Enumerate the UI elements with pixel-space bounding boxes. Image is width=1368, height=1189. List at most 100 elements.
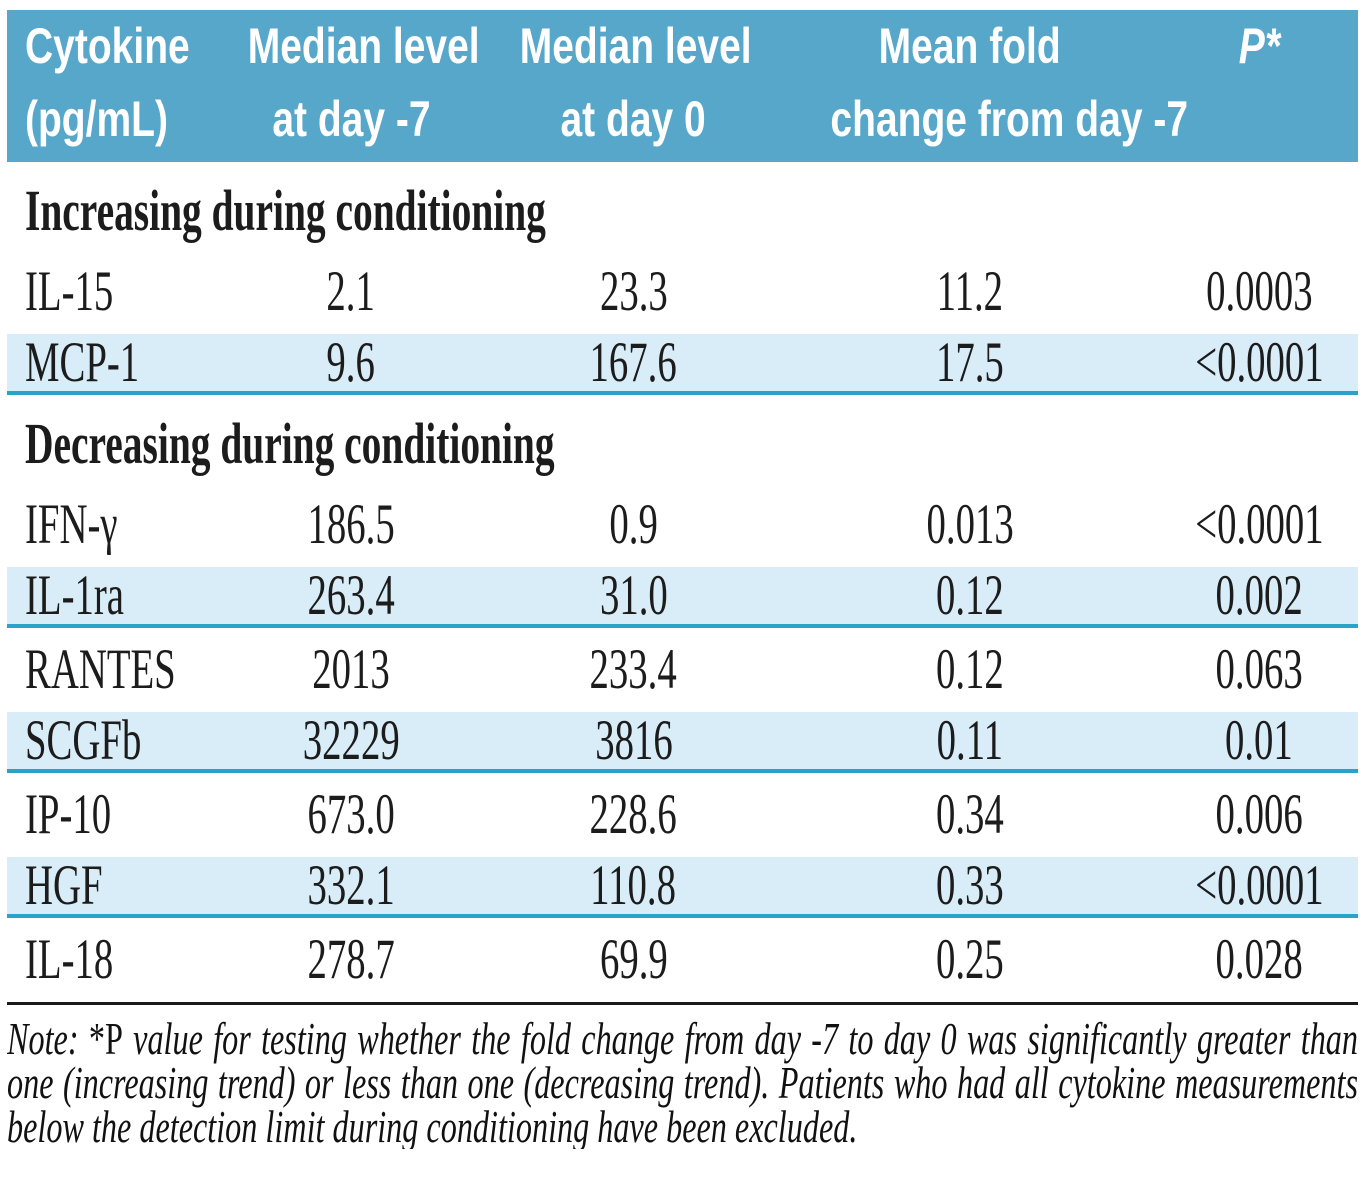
p-value: 0.01 <box>1225 709 1293 772</box>
col-header-cytokine: Cytokine (pg/mL) <box>7 10 215 162</box>
cytokine-name: MCP-1 <box>25 331 140 394</box>
p-value: <0.0001 <box>1194 854 1324 917</box>
p-value: 0.063 <box>1215 638 1303 701</box>
cell-p-value: 0.0003 <box>1160 250 1358 334</box>
col-header-p-value: P* <box>1160 10 1358 162</box>
median-day-minus7-value: 673.0 <box>307 783 395 846</box>
col-header-mean-fold-change: Mean fold change from day -7 <box>780 10 1188 162</box>
col-header-median-day0-line1: Median level <box>519 18 752 74</box>
cytokine-name: IL-1ra <box>25 564 124 627</box>
cytokine-name: IFN-γ <box>25 493 118 556</box>
table-row-ifn-gamma: IFN-γ 186.5 0.9 0.013 <0.0001 <box>7 483 1358 567</box>
cytokine-name: RANTES <box>25 638 176 701</box>
cell-median-day0: 69.9 <box>487 916 780 1002</box>
cell-mean-fold-change: 0.25 <box>780 916 1160 1002</box>
mean-fold-change-value: 0.33 <box>936 854 1004 917</box>
cell-cytokine: IL-1ra <box>7 564 215 628</box>
median-day-minus7-value: 332.1 <box>307 854 395 917</box>
cell-p-value: 0.002 <box>1160 564 1358 628</box>
cell-mean-fold-change: 0.12 <box>780 626 1160 712</box>
cytokine-table: Cytokine (pg/mL) Median level at day -7 … <box>7 10 1358 1002</box>
table-row-ip-10: IP-10 673.0 228.6 0.34 0.006 <box>7 771 1358 857</box>
median-day0-value: 23.3 <box>599 260 668 323</box>
cytokine-name: IP-10 <box>25 783 112 846</box>
mean-fold-change-value: 0.25 <box>936 928 1004 991</box>
cell-cytokine: MCP-1 <box>7 331 215 395</box>
mean-fold-change-value: 11.2 <box>936 260 1004 323</box>
mean-fold-change-value: 0.11 <box>936 709 1004 772</box>
cell-mean-fold-change: 0.34 <box>780 771 1160 857</box>
cell-p-value: <0.0001 <box>1160 483 1358 567</box>
cell-cytokine: IL-18 <box>7 916 215 1002</box>
cell-median-day0: 233.4 <box>487 626 780 712</box>
cell-median-day-minus7: 332.1 <box>215 854 487 918</box>
cell-median-day0: 3816 <box>487 712 780 773</box>
mean-fold-change-value: 0.34 <box>936 783 1004 846</box>
median-day0-value: 228.6 <box>589 783 678 846</box>
cytokine-name: IL-18 <box>25 928 114 991</box>
table-row-rantes: RANTES 2013 233.4 0.12 0.063 <box>7 626 1358 712</box>
header-row: Cytokine (pg/mL) Median level at day -7 … <box>7 10 1358 162</box>
section-title-cell: Increasing during conditioning <box>7 162 1358 250</box>
cell-mean-fold-change: 0.12 <box>780 564 1160 628</box>
cell-median-day-minus7: 2013 <box>215 626 487 712</box>
cell-median-day0: 110.8 <box>487 854 780 918</box>
median-day0-value: 233.4 <box>589 638 678 701</box>
cell-p-value: <0.0001 <box>1160 854 1358 918</box>
p-value: <0.0001 <box>1194 493 1324 556</box>
col-header-median-day-minus7: Median level at day -7 <box>215 10 487 162</box>
cell-median-day0: 167.6 <box>487 331 780 395</box>
p-value: <0.0001 <box>1194 331 1324 394</box>
cell-median-day-minus7: 9.6 <box>215 334 487 395</box>
p-value: 0.0003 <box>1205 260 1313 323</box>
cell-mean-fold-change: 0.11 <box>780 709 1160 773</box>
section-title-increasing: Increasing during conditioning <box>25 178 546 243</box>
median-day-minus7-value: 186.5 <box>307 493 395 556</box>
footnote: Note: *P value for testing whether the f… <box>7 1017 1358 1149</box>
cell-p-value: <0.0001 <box>1160 331 1358 395</box>
table-row-mcp-1: MCP-1 9.6 167.6 17.5 <0.0001 <box>7 331 1358 395</box>
table-row-il-1ra: IL-1ra 263.4 31.0 0.12 0.002 <box>7 564 1358 628</box>
cell-median-day0: 31.0 <box>487 564 780 628</box>
col-header-cytokine-line1: Cytokine <box>25 18 190 74</box>
cell-mean-fold-change: 17.5 <box>780 334 1160 395</box>
cell-cytokine: IL-15 <box>7 250 215 334</box>
cell-cytokine: IFN-γ <box>7 483 215 567</box>
section-row-increasing: Increasing during conditioning <box>7 162 1358 250</box>
median-day0-value: 110.8 <box>590 854 677 917</box>
table-row-scgfb: SCGFb 32229 3816 0.11 0.01 <box>7 709 1358 773</box>
col-header-p-value-label: P* <box>1238 18 1280 74</box>
cell-p-value: 0.063 <box>1160 626 1358 712</box>
table-row-il-15: IL-15 2.1 23.3 11.2 0.0003 <box>7 250 1358 334</box>
cell-median-day0: 228.6 <box>487 771 780 857</box>
p-value: 0.006 <box>1215 783 1303 846</box>
section-row-decreasing: Decreasing during conditioning <box>7 393 1358 483</box>
median-day-minus7-value: 32229 <box>302 709 400 772</box>
cell-cytokine: IP-10 <box>7 771 215 857</box>
footnote-p-marker: *P <box>88 1017 123 1064</box>
footnote-divider <box>7 1002 1358 1005</box>
cell-median-day-minus7: 673.0 <box>215 771 487 857</box>
cell-median-day0: 23.3 <box>487 250 780 334</box>
table-row-hgf: HGF 332.1 110.8 0.33 <0.0001 <box>7 854 1358 918</box>
col-header-median-day0: Median level at day 0 <box>487 10 780 162</box>
cell-p-value: 0.006 <box>1160 771 1358 857</box>
median-day0-value: 167.6 <box>589 331 678 394</box>
cytokine-name: IL-15 <box>25 260 114 323</box>
median-day0-value: 69.9 <box>599 928 668 991</box>
cell-mean-fold-change: 0.33 <box>780 854 1160 918</box>
footnote-body: value for testing whether the fold chang… <box>7 1017 1358 1149</box>
median-day0-value: 31.0 <box>599 564 668 627</box>
mean-fold-change-value: 0.12 <box>936 638 1004 701</box>
mean-fold-change-value: 0.12 <box>936 564 1004 627</box>
cell-median-day0: 0.9 <box>487 483 780 567</box>
section-title-decreasing: Decreasing during conditioning <box>25 411 555 476</box>
p-value: 0.002 <box>1215 564 1303 627</box>
median-day-minus7-value: 278.7 <box>307 928 395 991</box>
cytokine-name: HGF <box>25 854 103 917</box>
cell-median-day-minus7: 278.7 <box>215 916 487 1002</box>
cell-p-value: 0.01 <box>1160 709 1358 773</box>
p-value: 0.028 <box>1215 928 1303 991</box>
col-header-mean-fold-change-line2: change from day -7 <box>830 91 1189 147</box>
col-header-cytokine-line2: (pg/mL) <box>25 91 168 147</box>
